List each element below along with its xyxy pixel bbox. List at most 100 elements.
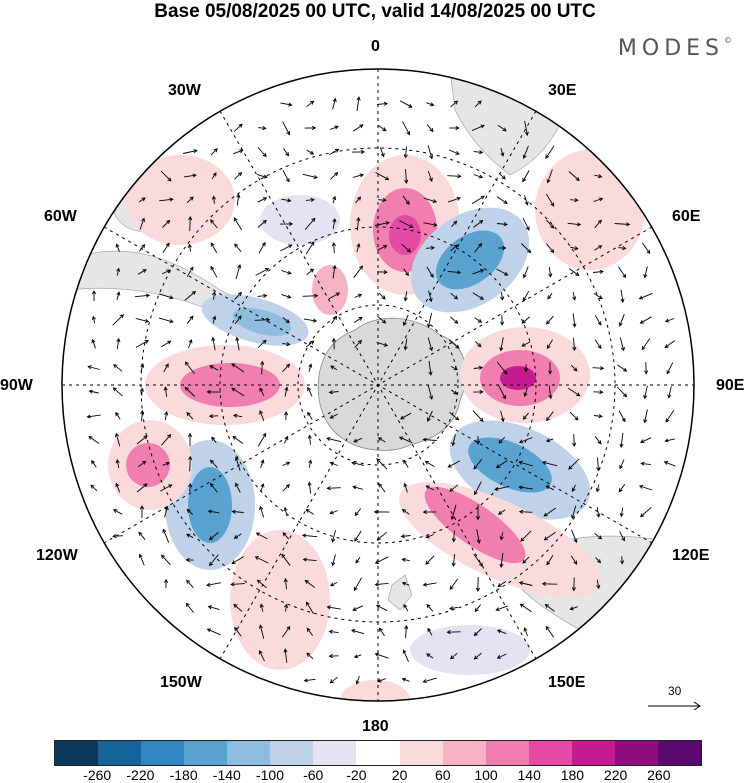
wind-vector-head <box>546 417 550 422</box>
wind-vector <box>447 175 461 177</box>
wind-vector-head <box>518 509 524 514</box>
wind-vector-head <box>402 649 407 654</box>
colorbar-cell-13 <box>614 741 658 765</box>
wind-vector-head <box>596 513 601 518</box>
wind-vector <box>139 218 145 230</box>
wind-vector <box>547 292 553 300</box>
wind-vector-head <box>544 604 549 608</box>
wind-vector-head <box>667 394 672 399</box>
wind-vector-head <box>453 220 458 225</box>
wind-vector <box>595 557 601 563</box>
wind-vector <box>399 436 413 444</box>
wind-vector-head <box>403 154 408 159</box>
latitude-ring-2 <box>219 226 537 544</box>
wind-vector <box>280 270 292 274</box>
wind-vector <box>91 460 97 468</box>
wind-vector-head <box>286 363 291 368</box>
wind-vector-head <box>454 319 459 324</box>
wind-vector <box>426 604 434 612</box>
wind-vector-head <box>479 150 484 155</box>
wind-vector-head <box>403 346 408 351</box>
wind-vector <box>327 606 341 610</box>
wind-vector-head <box>546 561 551 566</box>
label-lon-120e: 120E <box>672 547 710 564</box>
wind-vector-head <box>455 151 460 155</box>
colorbar-tick-label: 60 <box>435 767 451 783</box>
wind-vector <box>496 361 508 375</box>
wind-vector <box>474 481 482 495</box>
wind-vector-head <box>311 217 316 222</box>
wind-vector-head <box>499 563 504 569</box>
wind-vector-head <box>332 195 337 201</box>
wind-vector <box>186 533 194 539</box>
wind-vector <box>404 291 408 301</box>
wind-vector <box>256 174 268 178</box>
wind-vector <box>450 316 458 324</box>
wind-vector <box>496 605 508 611</box>
wind-vector <box>326 437 342 443</box>
wind-vector-head <box>186 508 191 513</box>
wind-vector <box>640 507 652 517</box>
wind-vector-head <box>206 582 211 587</box>
wind-vector <box>375 172 389 180</box>
wind-vector-head <box>162 528 167 533</box>
wind-vector <box>92 316 96 324</box>
wind-vector <box>377 245 387 251</box>
wind-vector-head <box>480 269 485 273</box>
wind-vector-head <box>86 414 91 419</box>
wind-vector-head <box>400 534 405 539</box>
wind-vector-head <box>239 149 244 154</box>
colorbar-cell-8 <box>399 741 443 765</box>
wind-vector-head <box>265 317 271 322</box>
wind-vector <box>496 268 508 276</box>
wind-vector <box>668 386 672 398</box>
wind-vector <box>305 199 315 201</box>
wind-vector <box>186 509 194 515</box>
wind-vector-head <box>302 557 307 562</box>
wind-vector-head <box>334 171 339 177</box>
colorbar-tick-label: 140 <box>517 767 541 783</box>
wind-vector-head <box>573 367 578 372</box>
wind-vector-head <box>646 249 651 254</box>
wind-vector-head <box>499 347 504 352</box>
wind-vector-head <box>141 243 146 249</box>
meridian-60e <box>103 226 653 544</box>
wind-vector <box>426 124 434 132</box>
wind-vector <box>211 172 217 180</box>
colorbar-ticks: -260 -220 -180 -140 -100 -60 -20 20 60 100 140 180 2… <box>0 767 750 783</box>
wind-vector <box>375 556 389 564</box>
colorbar-tick-label: 20 <box>391 767 408 783</box>
wind-vector-head <box>334 148 340 153</box>
wind-vector-head <box>232 435 237 440</box>
wind-vector-head <box>502 127 507 132</box>
wind-vector <box>259 410 265 422</box>
wind-vector-head <box>116 267 121 272</box>
wind-vector-head <box>264 268 270 272</box>
wind-vector-head <box>598 197 604 202</box>
wind-vector-head <box>169 295 174 300</box>
wind-vector <box>210 483 218 493</box>
wind-vector <box>377 531 387 541</box>
wind-vector <box>620 289 624 303</box>
wind-vector-head <box>473 465 478 470</box>
anomaly-pos-60e <box>535 150 645 270</box>
wind-vector <box>375 653 389 659</box>
wind-vector-head <box>331 337 336 343</box>
wind-vector <box>259 650 265 662</box>
wind-vector-head <box>376 536 381 541</box>
wind-vector-head <box>522 415 527 420</box>
wind-vector <box>332 98 336 110</box>
wind-vector <box>545 145 555 159</box>
wind-vector <box>210 266 218 278</box>
wind-vector <box>545 626 555 638</box>
wind-vector <box>524 387 528 397</box>
wind-vector <box>618 484 626 492</box>
wind-vector <box>164 411 168 421</box>
wind-vector <box>231 556 245 564</box>
wind-vector-head <box>398 436 404 441</box>
wind-vector-head <box>541 460 547 465</box>
wind-vector-head <box>287 198 292 203</box>
wind-vector <box>87 414 101 418</box>
wind-vector-head <box>160 554 166 559</box>
wind-vector-head <box>571 487 576 493</box>
